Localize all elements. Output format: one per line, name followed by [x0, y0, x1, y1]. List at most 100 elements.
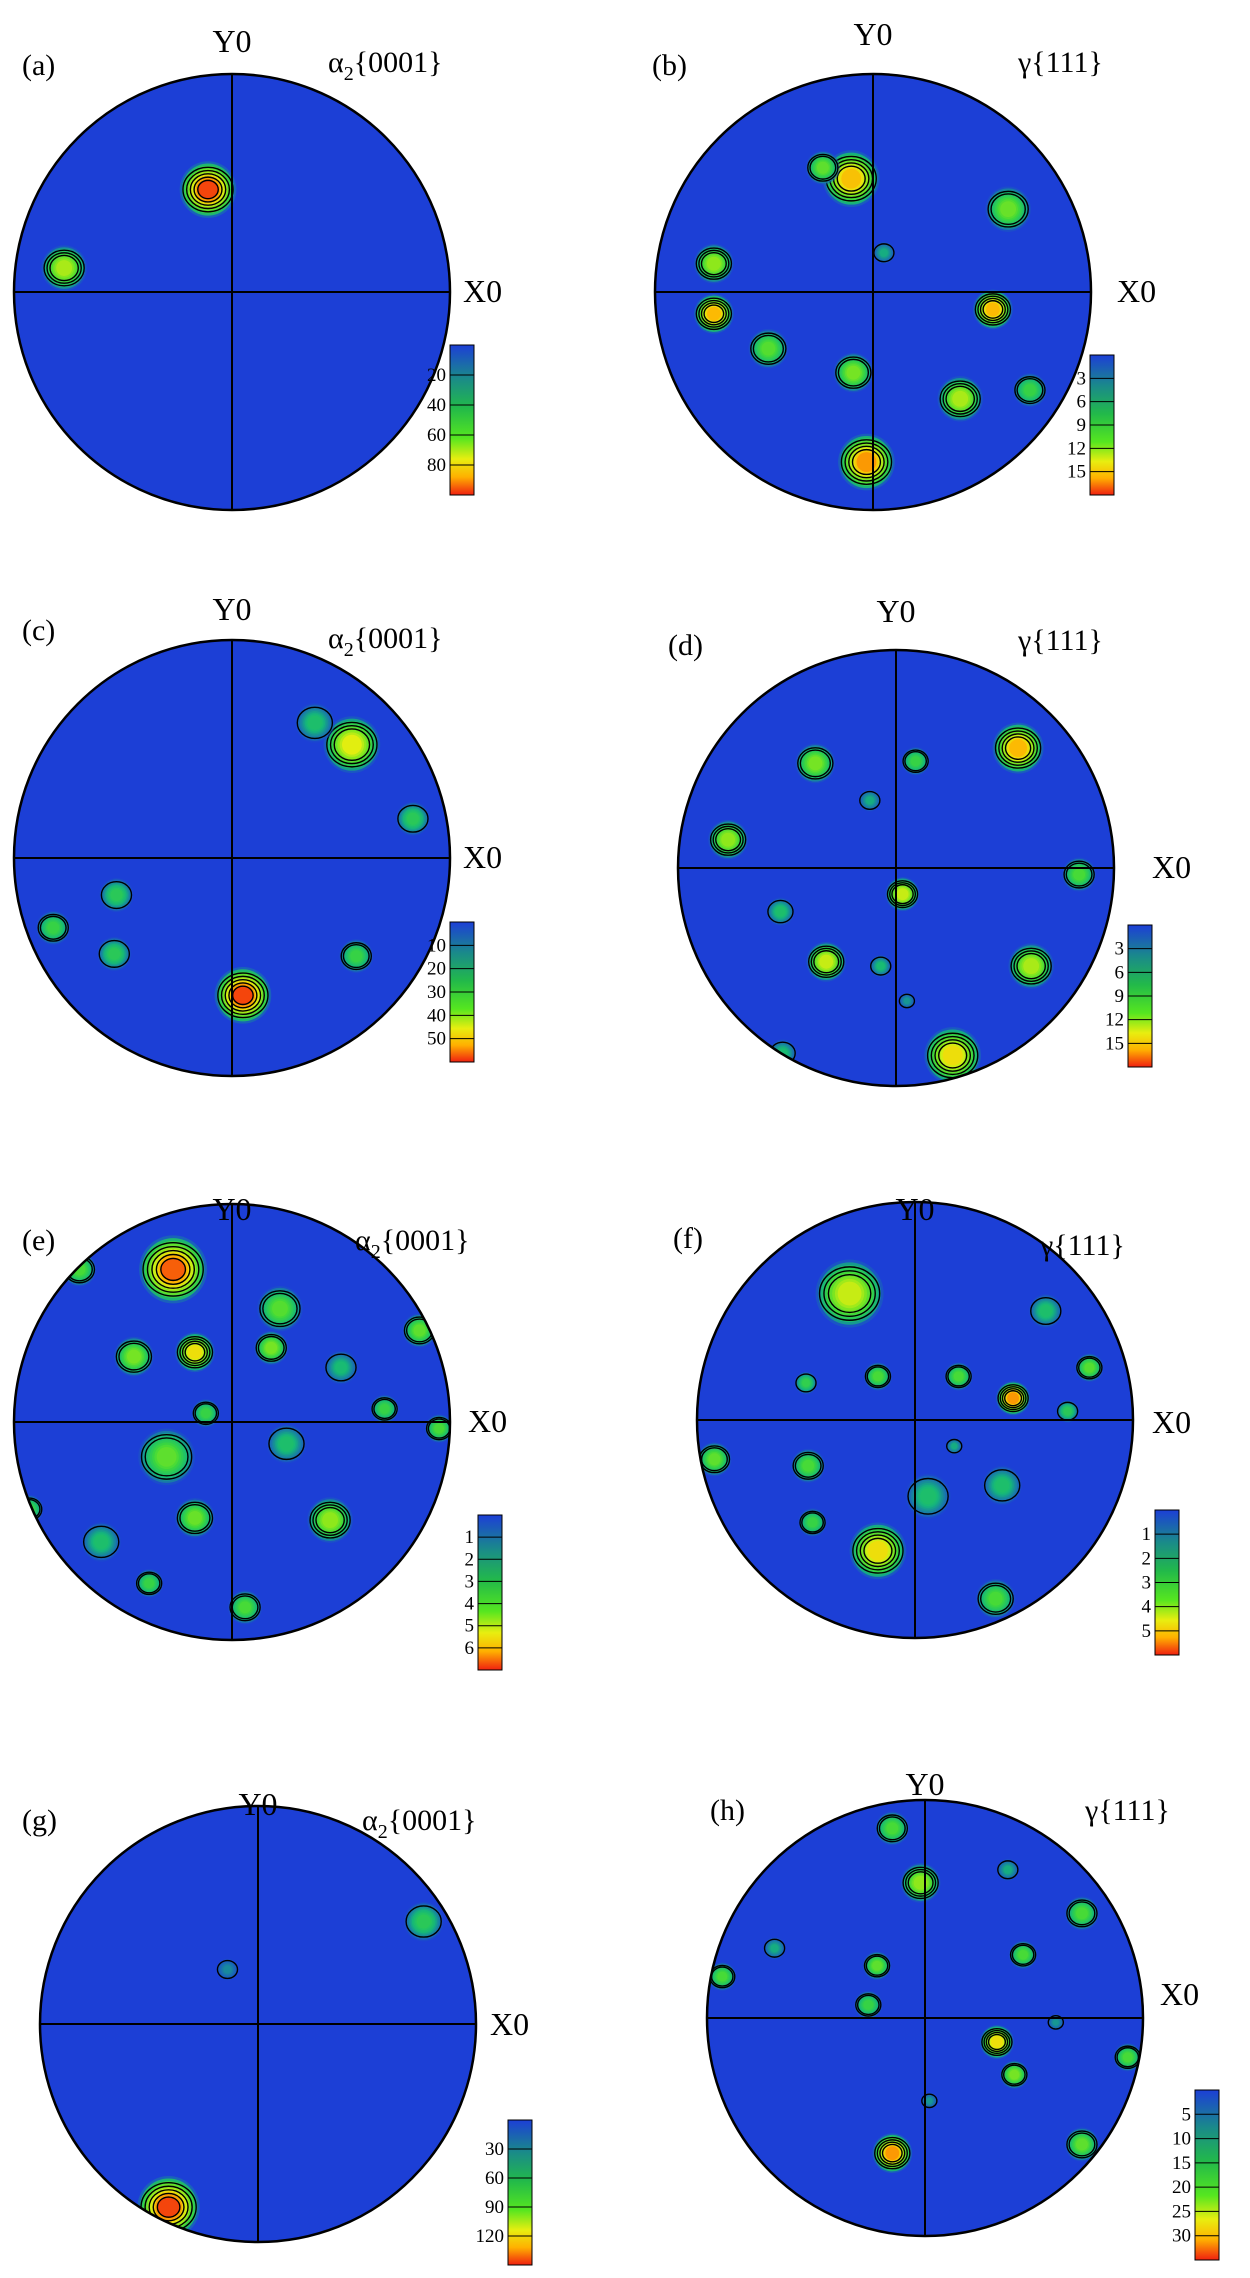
contour-line [874, 2136, 911, 2170]
contour-line [983, 1469, 1021, 1502]
contour-line [983, 2029, 1011, 2055]
colorbar-tick-label: 15 [1067, 462, 1086, 483]
intensity-level [942, 1045, 963, 1066]
contour-line [397, 804, 429, 833]
intensity-level [761, 341, 776, 356]
contour-line [296, 706, 334, 740]
contour-line [840, 439, 893, 485]
intensity-level [1084, 1362, 1095, 1373]
panel-label: (a) [22, 49, 55, 82]
x0-axis-label: X0 [1160, 1976, 1199, 2012]
contour-line [115, 1340, 153, 1373]
phase-symbol: α [328, 46, 344, 79]
contour-line [179, 1338, 211, 1367]
contour-line [946, 1438, 963, 1454]
x0-axis-label: X0 [463, 839, 502, 875]
contour-line [809, 155, 837, 180]
intensity-level [985, 302, 1000, 317]
intensity-level [872, 1960, 883, 1971]
contour-line [990, 193, 1026, 226]
intensity-level [350, 950, 363, 963]
intensity-level [307, 715, 322, 730]
contour-line [999, 1386, 1027, 1411]
intensity-level [1063, 1407, 1072, 1416]
phase-symbol: α [328, 622, 344, 655]
y0-axis-label: Y0 [212, 1191, 251, 1227]
colorbar-tick-label: 12 [1105, 1010, 1124, 1031]
contour-line [1004, 736, 1032, 760]
phase-plane-title: γ{111} [1017, 624, 1103, 657]
contour-line [340, 942, 373, 971]
colorbar-tick-label: 4 [465, 1594, 475, 1615]
intensity-colorbar [449, 344, 475, 496]
colorbar-tick-label: 40 [427, 395, 446, 416]
intensity-level [161, 1257, 186, 1282]
contour-line [1065, 862, 1093, 887]
contour-line [856, 1994, 880, 2016]
contour-line [1068, 2132, 1096, 2157]
contour-line [151, 1249, 196, 1289]
pole-figure-outline [653, 72, 1093, 512]
contour-line [797, 747, 834, 780]
colorbar-tick-label: 2 [465, 1549, 475, 1570]
pole-figure-outline [38, 1804, 478, 2244]
intensity-level [872, 1371, 883, 1382]
contour-line [810, 947, 842, 976]
colorbar-tick-label: 15 [1105, 1033, 1124, 1054]
intensity-level [886, 1822, 899, 1835]
intensity-level [187, 1345, 202, 1360]
contour-line [886, 880, 919, 909]
contour-line [827, 1274, 872, 1314]
contour-line [987, 2033, 1007, 2051]
contour-line [750, 332, 787, 365]
contour-line [997, 1860, 1019, 1880]
contour-line [870, 956, 892, 976]
contour-line [1047, 2014, 1065, 2030]
contour-line [1010, 947, 1052, 985]
colorbar-tick-label: 120 [476, 2226, 505, 2247]
intensity-level [885, 2146, 900, 2161]
intensity-level [1009, 739, 1028, 758]
contour-line [144, 1437, 189, 1477]
contour-line [255, 1333, 287, 1362]
contour-line [864, 1364, 892, 1389]
pole-figure-outline [676, 648, 1116, 1088]
contour-line [146, 1245, 200, 1293]
contour-line [1068, 1901, 1096, 1926]
intensity-level [47, 921, 60, 934]
intensity-level [1076, 1907, 1088, 1920]
colorbar-tick-label: 10 [1172, 2129, 1191, 2150]
y0-axis-label: Y0 [238, 1786, 277, 1822]
intensity-level [802, 1459, 815, 1472]
contour-line [851, 448, 882, 476]
plane-index: {0001} [381, 1224, 470, 1257]
contour-line [794, 1453, 822, 1478]
intensity-level [272, 1300, 288, 1317]
plane-index: {0001} [388, 1804, 477, 1837]
contour-line [1030, 1296, 1062, 1326]
colorbar-tick-label: 6 [1115, 962, 1125, 983]
contour-line [329, 724, 374, 765]
contour-line [1011, 1944, 1035, 1965]
contour-line [333, 728, 371, 762]
intensity-level [1122, 2052, 1133, 2063]
plane-index: {111} [1031, 624, 1103, 657]
intensity-level [200, 1408, 211, 1419]
intensity-level [94, 1534, 109, 1549]
contour-line [1013, 950, 1049, 982]
phase-symbol: γ [1039, 1229, 1053, 1262]
colorbar-tick-label: 60 [427, 425, 446, 446]
pole-figure-outline [12, 638, 452, 1078]
intensity-level [1076, 2138, 1088, 2151]
intensity-level [157, 2196, 180, 2219]
intensity-level [383, 1578, 403, 1598]
intensity-level [388, 1582, 399, 1593]
phase-symbol: α [355, 1224, 371, 1257]
y0-axis-label: Y0 [876, 593, 915, 629]
plane-index: {111} [1098, 1794, 1170, 1827]
contour-line [878, 1816, 906, 1841]
colorbar-tick-label: 4 [1142, 1597, 1152, 1618]
contour-line [1014, 376, 1046, 405]
